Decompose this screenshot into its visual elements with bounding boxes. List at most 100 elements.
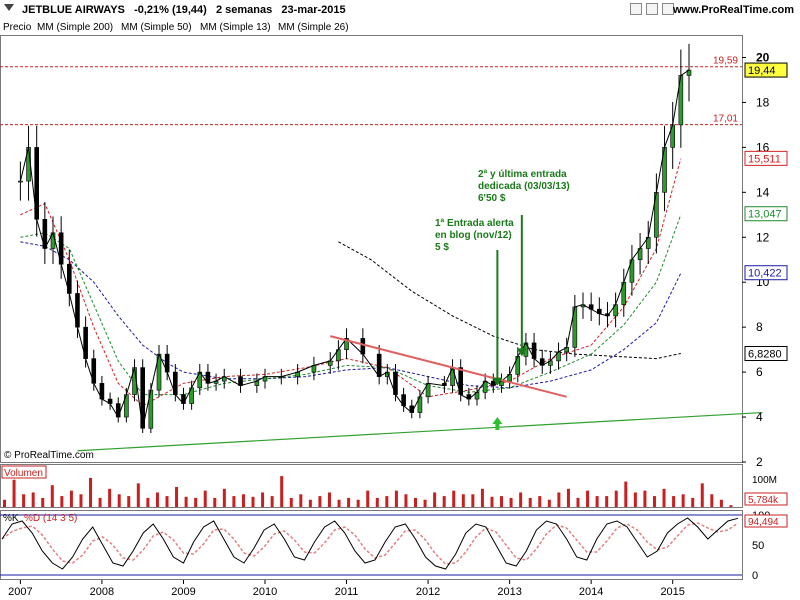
volume-bar-33 [318, 496, 322, 507]
volume-bar-5 [50, 485, 54, 507]
volume-bar-7 [69, 490, 73, 507]
volume-bar-6 [60, 496, 64, 507]
volume-title: Volumen [4, 468, 43, 479]
chart-header: JETBLUE AIRWAYS -0,21% (19,44) 2 semanas… [0, 0, 800, 20]
volume-bar-60 [576, 497, 580, 507]
year-label-3: 2010 [253, 586, 277, 598]
volume-bar-20 [194, 497, 198, 507]
volume-bar-34 [327, 492, 331, 507]
annotation-first-2: 5 $ [435, 242, 449, 253]
collapse-icon[interactable] [4, 4, 14, 11]
up-arrow-icon [492, 417, 503, 431]
volume-bar-10 [98, 497, 102, 507]
legend-price[interactable]: Precio [3, 22, 32, 33]
price-candle-73 [686, 69, 692, 76]
volume-bar-31 [299, 494, 303, 507]
year-label-8: 2015 [660, 586, 684, 598]
volume-bar-46 [442, 496, 446, 507]
volume-bar-24 [232, 496, 236, 507]
ma50-value-label-box [744, 265, 788, 281]
volume-bar-72 [691, 497, 695, 507]
stoch-title-k: %K [3, 513, 19, 524]
volume-bar-50 [480, 488, 484, 507]
stoch-last-label: 94,494 [748, 517, 779, 528]
annotation-first-1: en blog (nov/12) [435, 230, 512, 241]
site-url: www.ProRealTime.com [672, 4, 794, 16]
volume-bar-63 [605, 496, 609, 507]
ma200-value-label-box [744, 345, 788, 361]
price-candle-36 [376, 353, 382, 377]
entry-arrow-head-0 [492, 377, 503, 386]
volume-bar-29 [280, 476, 284, 507]
price-tick-9: 2 [756, 455, 763, 469]
ma13-value-label: 15,511 [748, 153, 781, 165]
volume-bar-36 [347, 497, 351, 507]
volume-bar-67 [643, 490, 647, 507]
volume-bar-28 [270, 496, 274, 507]
stoch-d-line [1, 522, 739, 565]
volume-bar-56 [538, 496, 542, 507]
price-candle-35 [360, 338, 366, 355]
volume-bar-4 [41, 497, 45, 507]
volume-bar-23 [222, 488, 226, 507]
price-tick-0: 20 [756, 50, 770, 64]
red-trendline [329, 335, 567, 398]
stoch-last-box [744, 514, 788, 528]
volume-bar-40 [385, 496, 389, 507]
year-label-6: 2013 [497, 586, 521, 598]
stoch-tick-50: 50 [752, 540, 764, 552]
volume-bar-57 [547, 499, 551, 507]
volume-last-box [744, 492, 788, 506]
volume-bar-76 [729, 505, 733, 507]
level-label-high: 19,59 [713, 56, 738, 67]
year-label-5: 2012 [416, 586, 440, 598]
annotation-second-2: 6'50 $ [478, 193, 506, 204]
volume-bar-41 [394, 490, 398, 507]
price-candle-26 [238, 376, 243, 386]
volume-bar-62 [595, 496, 599, 507]
volume-bar-3 [31, 492, 35, 507]
volume-bar-68 [652, 496, 656, 507]
volume-bar-49 [471, 494, 475, 507]
close-icon[interactable] [662, 3, 674, 15]
volume-bar-11 [108, 488, 112, 507]
price-candle-0 [18, 180, 23, 183]
volume-bar-74 [710, 494, 714, 507]
year-label-4: 2011 [335, 586, 359, 598]
legend-ma50[interactable]: MM (Simple 50) [121, 22, 192, 33]
legend-ma26[interactable]: MM (Simple 26) [278, 22, 349, 33]
price-tick-6: 8 [756, 320, 763, 334]
volume-bar-48 [461, 494, 465, 507]
legend-ma13[interactable]: MM (Simple 13) [200, 22, 271, 33]
volume-bar-53 [509, 497, 513, 507]
volume-bar-44 [423, 499, 427, 507]
settings-icon[interactable] [646, 3, 658, 15]
volume-bar-73 [700, 483, 704, 507]
volume-bar-45 [433, 492, 437, 507]
volume-panel-frame [0, 464, 743, 508]
annotation-first-0: 1ª Entrada alerta [435, 218, 514, 229]
volume-bar-37 [356, 499, 360, 507]
year-label-1: 2008 [90, 586, 114, 598]
ma26-value-label-box [744, 206, 788, 222]
ma200-line [338, 241, 681, 360]
volume-tick: 100M [752, 475, 777, 486]
volume-bar-52 [500, 496, 504, 507]
add-icon[interactable] [630, 3, 642, 15]
stoch-tick-0: 0 [752, 570, 758, 582]
last-price-label-box [744, 62, 788, 78]
volume-bar-22 [213, 497, 217, 507]
legend-ma200[interactable]: MM (Simple 200) [37, 22, 114, 33]
ma26-line [20, 214, 682, 396]
volume-bar-8 [79, 494, 83, 507]
last-price-label: 19,44 [748, 65, 776, 77]
volume-bar-12 [117, 494, 121, 507]
volume-bar-69 [662, 488, 666, 507]
volume-bar-21 [203, 490, 207, 507]
volume-bar-30 [289, 497, 293, 507]
volume-bar-19 [184, 496, 188, 507]
year-label-2: 2009 [171, 586, 195, 598]
ma26-value-label: 13,047 [748, 209, 782, 221]
volume-bar-43 [414, 497, 418, 507]
